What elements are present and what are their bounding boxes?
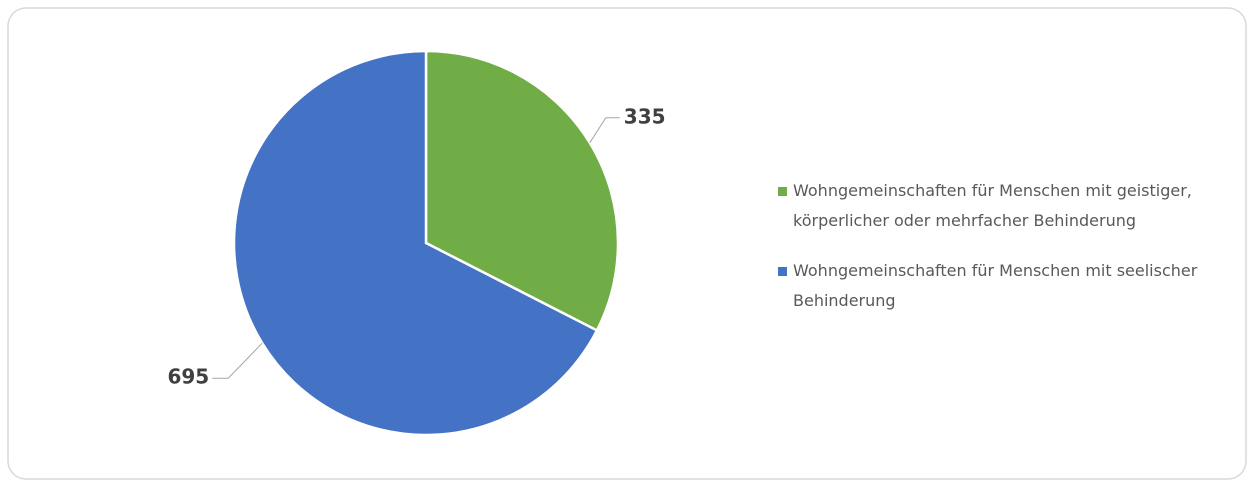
- data-label: 695: [167, 365, 209, 389]
- pie-slice: [424, 49, 620, 333]
- data-label: 335: [624, 104, 666, 128]
- legend-swatch: [778, 267, 787, 276]
- legend-item: Wohngemeinschaften für Menschen mit seel…: [778, 256, 1228, 316]
- legend: Wohngemeinschaften für Menschen mit geis…: [778, 176, 1228, 336]
- leader-line: [589, 117, 620, 144]
- pie-slice: [232, 49, 599, 437]
- legend-swatch: [778, 187, 787, 196]
- legend-item: Wohngemeinschaften für Menschen mit geis…: [778, 176, 1228, 236]
- legend-label: Wohngemeinschaften für Menschen mit seel…: [793, 261, 1198, 310]
- leader-line: [212, 342, 263, 379]
- legend-label: Wohngemeinschaften für Menschen mit geis…: [793, 181, 1192, 230]
